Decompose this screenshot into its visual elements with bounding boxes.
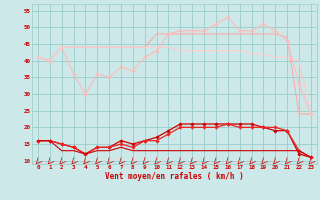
X-axis label: Vent moyen/en rafales ( km/h ): Vent moyen/en rafales ( km/h ) [105, 172, 244, 181]
